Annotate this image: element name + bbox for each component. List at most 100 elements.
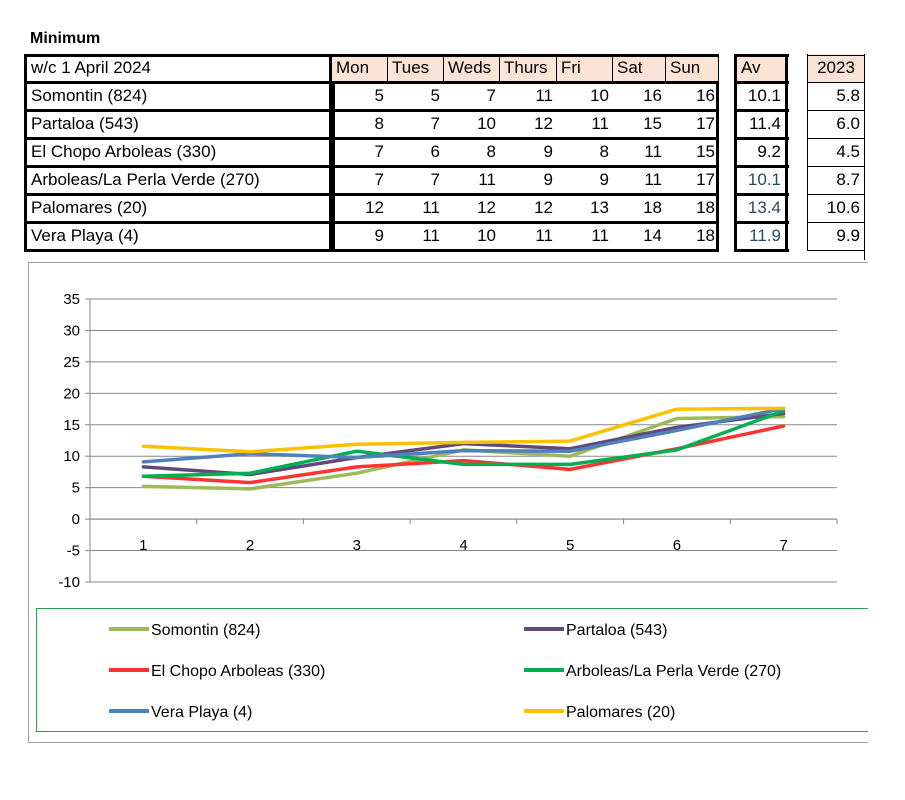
chart-frame: 35 30 25 20 15 10 5 0 -5 -10 1 2 3 4 5 6 7: [28, 262, 868, 743]
table-rule: [24, 137, 719, 140]
table-rule: [734, 137, 789, 140]
average-value: 10.1: [734, 166, 788, 194]
day-value: 7: [374, 170, 384, 189]
day-header-thurs: Thurs: [500, 54, 557, 82]
day-value: 15: [643, 114, 662, 133]
legend-label: Palomares (20): [566, 704, 676, 721]
table-rule: [864, 250, 865, 260]
day-value: 12: [534, 198, 553, 217]
day-value: 17: [696, 170, 715, 189]
day-value: 7: [430, 114, 440, 133]
table-rule: [807, 82, 865, 83]
table-row: Vera Playa (4) 9 11 10 11 11 14 18 11.9 9.9: [24, 222, 865, 250]
day-value: 11: [591, 226, 609, 245]
average-value: 13.4: [734, 194, 788, 222]
previous-year-value: 10.6: [807, 194, 865, 222]
location-name: El Chopo Arboleas (330): [24, 138, 332, 166]
average-header: Av: [734, 54, 788, 82]
y-tick-label: 35: [63, 291, 80, 308]
table-rule: [807, 110, 865, 111]
legend-label: Partaloa (543): [566, 622, 668, 639]
legend-item: Arboleas/La Perla Verde (270): [524, 662, 781, 682]
location-name: Somontin (824): [24, 82, 332, 110]
location-name: Palomares (20): [24, 194, 332, 222]
table-rule: [807, 222, 865, 223]
table-rule: [807, 250, 865, 251]
x-tick-label: 7: [779, 537, 787, 554]
series-line-palomares-20: [141, 406, 786, 454]
previous-year-value: 6.0: [807, 110, 865, 138]
legend-label: Somontin (824): [151, 622, 261, 639]
day-header-mon: Mon: [332, 54, 388, 82]
y-tick-label: 30: [63, 322, 80, 339]
table-row: Palomares (20) 12 11 12 12 13 18 18 13.4 10.6: [24, 194, 865, 222]
x-tick-label: 1: [139, 537, 147, 554]
y-tick-label: 5: [72, 480, 80, 497]
x-tick-label: 5: [566, 537, 574, 554]
day-header-tues: Tues: [388, 54, 444, 82]
table-rule: [24, 249, 719, 252]
day-value: 8: [374, 114, 384, 133]
day-value: 11: [644, 142, 662, 161]
day-value: 8: [599, 142, 609, 161]
day-value: 11: [478, 170, 496, 189]
legend-swatch: [524, 667, 564, 672]
previous-year-value: 8.7: [807, 166, 865, 194]
x-tick-label: 6: [673, 537, 681, 554]
table-rule: [734, 109, 789, 112]
y-tick-label: 20: [63, 385, 80, 402]
table-rule: [24, 54, 719, 57]
series-line-vera-playa-4: [141, 406, 786, 464]
x-tick-label: 2: [246, 537, 254, 554]
day-value: 12: [477, 198, 496, 217]
table-header-row: w/c 1 April 2024 Mon Tues Weds Thurs Fri Sat Su…: [24, 54, 865, 82]
day-value: 6: [430, 142, 440, 161]
legend-label: Arboleas/La Perla Verde (270): [566, 663, 782, 680]
table-rule: [807, 166, 865, 167]
day-value: 16: [643, 86, 662, 105]
legend-swatch: [524, 626, 564, 631]
legend-item: Partaloa (543): [524, 621, 667, 641]
table-rule: [24, 81, 719, 84]
series-line-arboleas-la-perla-verde-270: [141, 409, 786, 479]
day-value: 12: [365, 198, 384, 217]
day-value: 15: [696, 142, 715, 161]
day-value: 5: [374, 86, 384, 105]
table-rule: [24, 165, 719, 168]
previous-year-value: 5.8: [807, 82, 865, 110]
line-chart: 35 30 25 20 15 10 5 0 -5 -10 1 2 3 4 5 6 7: [58, 291, 838, 591]
day-value: 11: [535, 226, 553, 245]
day-value: 18: [643, 198, 662, 217]
day-columns-box: [332, 54, 719, 252]
table-rule: [24, 109, 719, 112]
legend-item: Somontin (824): [109, 621, 260, 641]
table-row: Somontin (824) 5 5 7 11 10 16 16 10.1 5.8: [24, 82, 865, 110]
table-rule: [734, 165, 789, 168]
y-tick-label: 15: [63, 417, 80, 434]
day-value: 11: [535, 86, 553, 105]
table-rule: [807, 194, 865, 195]
location-name: Vera Playa (4): [24, 222, 332, 250]
table-heading: Minimum: [30, 30, 101, 47]
day-value: 11: [644, 170, 662, 189]
day-value: 8: [486, 142, 496, 161]
average-value: 9.2: [734, 138, 788, 166]
day-value: 7: [486, 86, 496, 105]
day-value: 9: [599, 170, 609, 189]
legend-swatch: [109, 708, 149, 713]
day-value: 11: [591, 114, 609, 133]
day-value: 5: [430, 86, 440, 105]
table-row: Arboleas/La Perla Verde (270) 7 7 11 9 9 11 17 1…: [24, 166, 865, 194]
day-value: 12: [534, 114, 553, 133]
legend-swatch: [524, 708, 564, 713]
day-value: 10: [477, 226, 496, 245]
table-rule: [734, 193, 789, 196]
day-value: 13: [590, 198, 609, 217]
average-value: 11.9: [734, 222, 788, 250]
legend-item: El Chopo Arboleas (330): [109, 662, 325, 682]
y-tick-label: -5: [67, 543, 80, 560]
legend-swatch: [109, 626, 149, 631]
previous-year-value: 9.9: [807, 222, 865, 250]
day-value: 18: [696, 198, 715, 217]
day-value: 11: [422, 226, 440, 245]
